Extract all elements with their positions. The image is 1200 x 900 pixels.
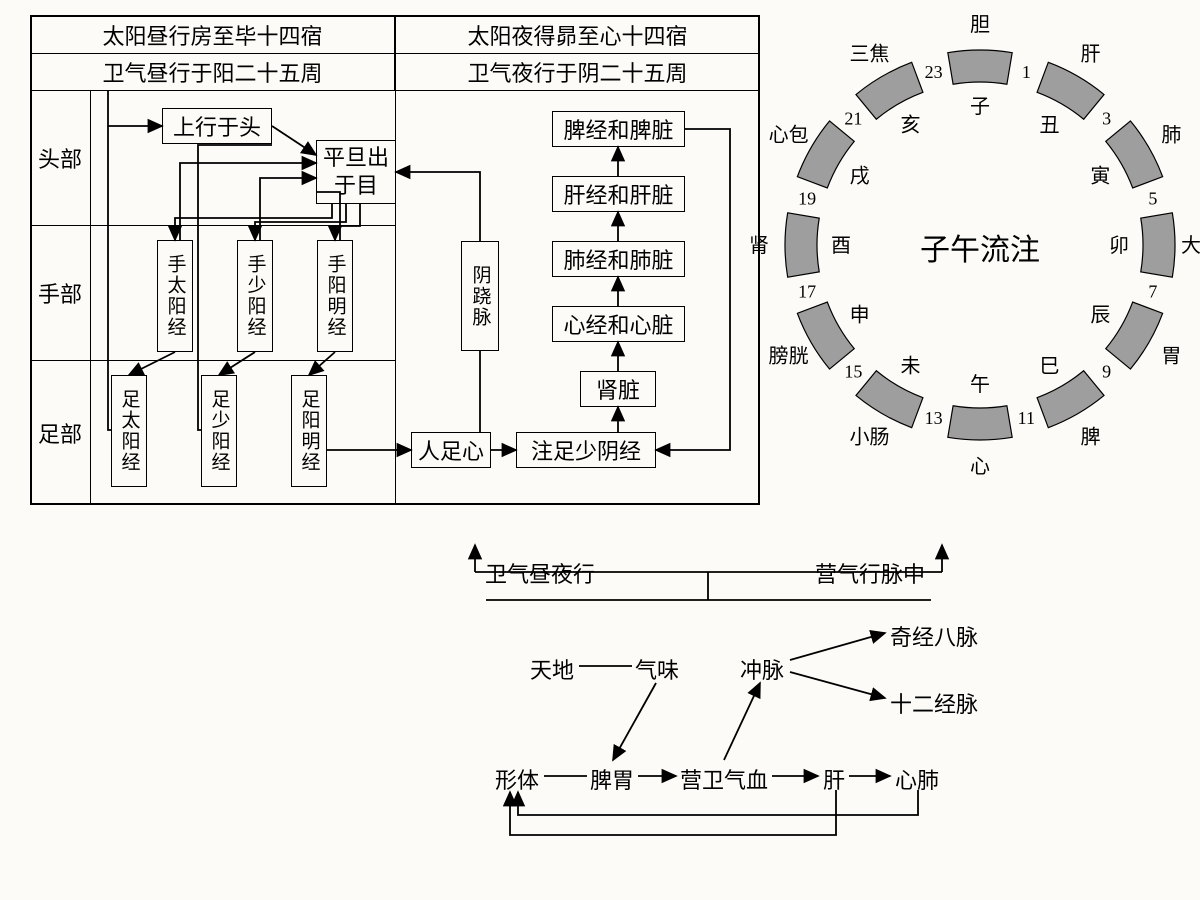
xingti: 形体 (495, 763, 539, 795)
wei-day-night: 卫气昼夜行 (485, 557, 595, 589)
tiandi: 天地 (530, 653, 574, 685)
clock-segment (948, 50, 1012, 84)
hand-1: 手太阳经 (157, 240, 193, 352)
clock-branch: 亥 (901, 114, 921, 137)
clock-organ: 肺 (1161, 125, 1181, 147)
vrule-2 (395, 15, 396, 505)
enter-foot: 人足心 (411, 432, 491, 468)
clock-branch: 戌 (850, 165, 870, 188)
qiwei: 气味 (635, 653, 679, 685)
box-dawn-eye: 平旦出于目 (316, 140, 396, 204)
xinfei: 心肺 (895, 763, 939, 795)
hand-3: 手阳明经 (317, 240, 353, 352)
clock-branch: 巳 (1040, 355, 1060, 377)
canvas: 太阳昼行房至毕十四宿 太阳夜得昴至心十四宿 卫气昼行于阳二十五周 卫气夜行于阴二… (0, 0, 1200, 900)
clock-organ: 胆 (970, 14, 990, 36)
row-foot: 足部 (30, 360, 90, 505)
piwei: 脾胃 (590, 763, 634, 795)
vrule-1 (90, 91, 91, 505)
clock-hour: 5 (1148, 189, 1157, 209)
box-up-head: 上行于头 (162, 108, 272, 144)
clock-organ: 三焦 (850, 43, 890, 66)
clock-segment (785, 213, 819, 277)
clock-hour: 21 (844, 108, 862, 128)
yingwei: 营卫气血 (680, 763, 768, 795)
foot-1: 足太阳经 (111, 375, 147, 487)
clock-organ: 胃 (1161, 346, 1181, 368)
clock-segment (1141, 213, 1175, 277)
clock-organ: 肝 (1081, 44, 1101, 66)
clock-segment (856, 62, 923, 119)
clock-organ: 膀胱 (769, 345, 809, 368)
clock-segment (1106, 121, 1163, 188)
shier: 十二经脉 (890, 687, 978, 719)
subhdr-left: 卫气昼行于阳二十五周 (30, 53, 395, 91)
clock-segment (856, 371, 923, 428)
clock-hour: 11 (1018, 408, 1035, 428)
clock-segment (1037, 62, 1104, 119)
ying-in-mai: 营气行脉中 (815, 557, 925, 589)
clock-segment (797, 302, 854, 369)
clock-branch: 申 (850, 304, 870, 327)
clock-hour: 19 (798, 189, 816, 209)
foot-2: 足少阳经 (201, 375, 237, 487)
clock-segment (797, 121, 854, 188)
clock-segment (1037, 371, 1104, 428)
clock-branch: 卯 (1109, 234, 1129, 257)
zhu-foot: 注足少阴经 (516, 432, 656, 468)
clock-branch: 午 (970, 373, 990, 396)
clock-hour: 15 (844, 362, 862, 382)
gan: 肝 (823, 763, 845, 795)
clock-title: 子午流注 (890, 225, 1070, 269)
hdr-left: 太阳昼行房至毕十四宿 (30, 15, 395, 53)
clock-hour: 7 (1148, 281, 1157, 301)
dawn-eye-text: 平旦出于目 (317, 144, 395, 200)
clock-organ: 心包 (769, 124, 809, 147)
yin-mai: 阴跷脉 (461, 241, 499, 351)
chain-0: 肾脏 (580, 371, 656, 407)
clock-branch: 酉 (831, 235, 851, 257)
clock-branch: 寅 (1090, 165, 1110, 188)
subhdr-right: 卫气夜行于阴二十五周 (395, 53, 760, 91)
clock-organ: 脾 (1081, 425, 1101, 448)
chongmai: 冲脉 (740, 653, 784, 685)
chain-4: 脾经和脾脏 (552, 111, 685, 147)
clock-branch: 辰 (1090, 305, 1110, 327)
chain-1: 心经和心脏 (552, 306, 685, 342)
clock-branch: 子 (970, 96, 990, 118)
clock-hour: 3 (1102, 108, 1111, 128)
clock-branch: 丑 (1040, 115, 1060, 137)
clock-organ: 心 (970, 456, 990, 478)
row-head: 头部 (30, 91, 90, 225)
clock-hour: 1 (1022, 62, 1031, 82)
chain-2: 肺经和肺脏 (552, 241, 685, 277)
clock-hour: 23 (925, 62, 943, 82)
hand-2: 手少阳经 (237, 240, 273, 352)
clock-hour: 17 (798, 281, 816, 301)
clock-organ: 大肠 (1181, 234, 1200, 257)
clock-hour: 13 (925, 408, 943, 428)
clock-organ: 小肠 (850, 425, 890, 448)
clock-branch: 未 (901, 354, 921, 377)
clock-segment (948, 406, 1012, 440)
clock-hour: 9 (1102, 362, 1111, 382)
clock-segment (1106, 302, 1163, 369)
row-hand: 手部 (30, 225, 90, 360)
hdr-right: 太阳夜得昴至心十四宿 (395, 15, 760, 53)
qiji: 奇经八脉 (890, 620, 978, 652)
foot-3: 足阳明经 (291, 375, 327, 487)
chain-3: 肝经和肝脏 (552, 176, 685, 212)
